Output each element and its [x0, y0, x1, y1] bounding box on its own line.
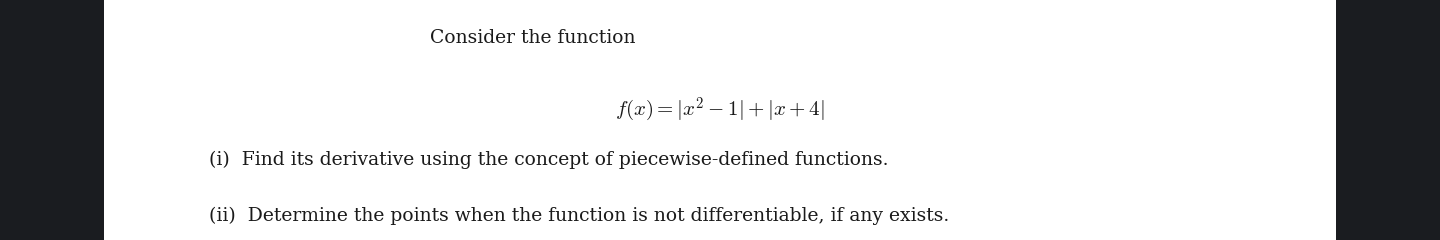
- Text: (i)  Find its derivative using the concept of piecewise-defined functions.: (i) Find its derivative using the concep…: [209, 151, 888, 169]
- Text: Consider the function: Consider the function: [431, 29, 635, 47]
- Text: $f(x) = |x^2 - 1| + |x + 4|$: $f(x) = |x^2 - 1| + |x + 4|$: [615, 96, 825, 124]
- Bar: [1336, 0, 1440, 240]
- Text: (ii)  Determine the points when the function is not differentiable, if any exist: (ii) Determine the points when the funct…: [209, 206, 949, 225]
- Bar: [0, 0, 104, 240]
